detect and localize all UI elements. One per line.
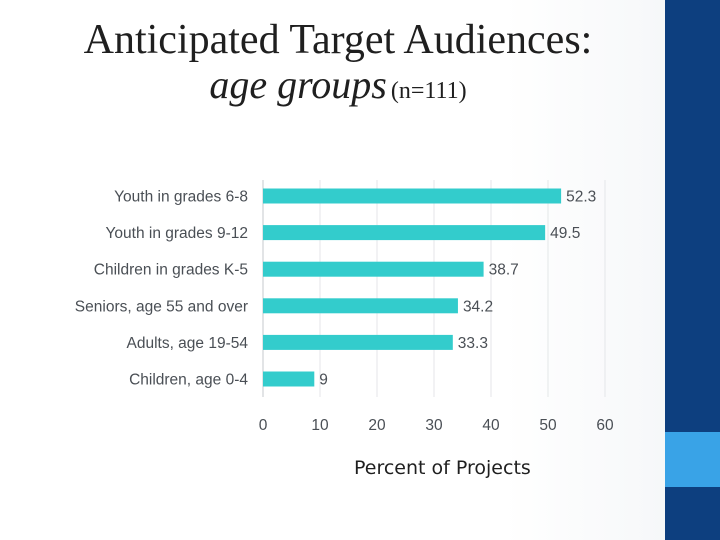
category-label: Seniors, age 55 and over [75,298,248,315]
x-tick-label: 50 [539,417,557,434]
bar [263,261,484,277]
category-label: Adults, age 19-54 [126,335,248,352]
grid-layer [262,180,606,397]
slide: Anticipated Target Audiences: age groups… [75,17,614,479]
x-tick-label: 10 [311,417,329,434]
bar [263,225,546,241]
category-label: Children in grades K-5 [94,262,248,279]
bar-layer [263,188,562,387]
x-tick-label: 60 [596,417,614,434]
category-label: Youth in grades 9-12 [106,225,248,242]
sidebar-accent-block [665,432,720,487]
data-label: 38.7 [489,262,519,279]
title-sample-size: (n=111) [390,78,467,105]
x-tick-label: 20 [368,417,386,434]
bar-chart: Youth in grades 6-8 52.3 Youth in grades 9… [75,180,614,434]
bar [263,298,458,314]
data-label: 52.3 [566,189,596,206]
x-axis-label: Percent of Projects [354,457,531,479]
bar [263,371,315,387]
x-tick-label: 30 [425,417,443,434]
label-layer: Youth in grades 6-8 52.3 Youth in grades 9… [75,189,596,389]
title-line-2: age groups (n=111) [0,63,676,106]
data-label: 49.5 [550,225,580,242]
data-label: 34.2 [463,298,493,315]
tick-layer: 0 10 20 30 40 50 60 [259,417,614,434]
x-tick-label: 0 [259,417,268,434]
title-italic-text: age groups [209,62,387,108]
category-label: Youth in grades 6-8 [114,189,248,206]
bar [263,334,453,350]
title-line-1: Anticipated Target Audiences: [83,17,593,63]
data-label: 33.3 [458,335,488,352]
bar [263,188,562,204]
data-label: 9 [319,372,328,389]
x-tick-label: 40 [482,417,500,434]
slide-title: Anticipated Target Audiences: age groups… [0,17,676,107]
category-label: Children, age 0-4 [129,372,248,389]
